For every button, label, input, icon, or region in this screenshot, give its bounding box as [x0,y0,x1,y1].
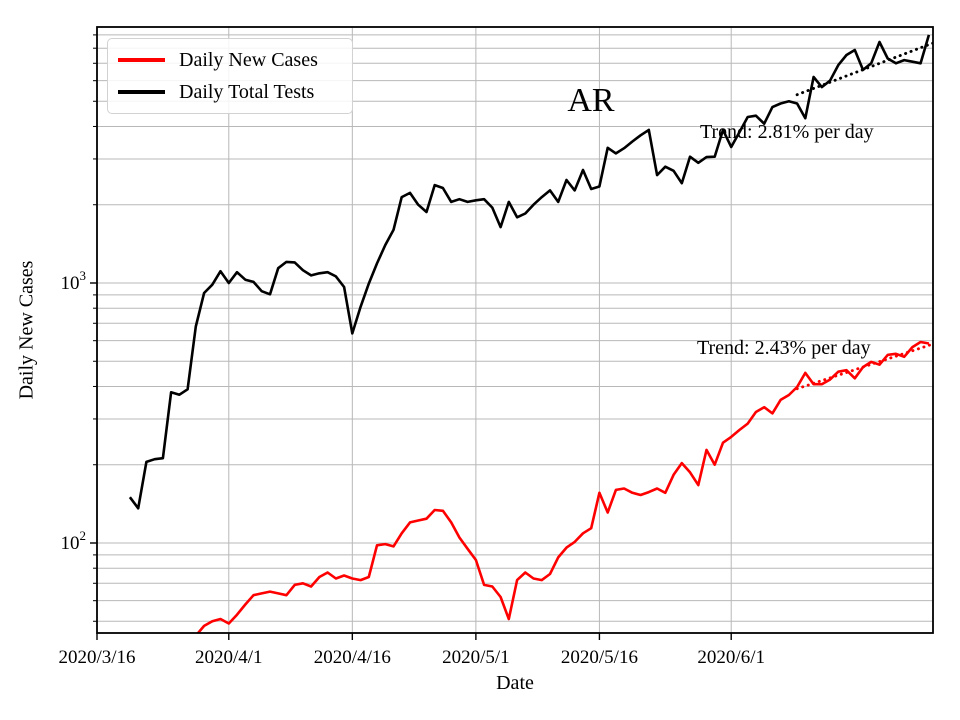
legend-label-cases: Daily New Cases [179,48,318,71]
data-series [128,34,933,633]
x-tick-label: 2020/4/16 [314,647,391,668]
y-tick-labels: 102 103 [61,268,87,554]
plot-border [96,26,934,634]
tests-line [128,34,931,510]
y-axis-label: Daily New Cases [15,260,38,400]
x-tick-label: 2020/5/1 [442,647,510,668]
chart-title: AR [567,82,615,119]
legend-item-tests: Daily Total Tests [118,80,340,104]
x-tick-label: 2020/3/16 [58,647,135,668]
legend-label-tests: Daily Total Tests [179,80,315,103]
cases-trend-annotation: Trend: 2.43% per day [697,337,871,359]
tests-trend-annotation: Trend: 2.81% per day [700,121,874,143]
x-tick-label: 2020/5/16 [561,647,638,668]
y-tick-label: 102 [61,528,87,554]
y-tick-label: 103 [61,268,87,294]
trend-dotted-line [795,342,933,391]
legend: Daily New Cases Daily Total Tests [107,38,353,114]
x-tick-labels: 2020/3/16 2020/4/1 2020/4/16 2020/5/1 2020/5… [58,647,765,668]
gridlines [96,27,933,633]
cases-line [196,340,930,633]
legend-item-cases: Daily New Cases [118,48,340,72]
x-tick-label: 2020/4/1 [195,647,263,668]
trend-dotted-line [795,41,933,97]
x-tick-label: 2020/6/1 [697,647,765,668]
tests-line-swatch [118,90,165,94]
x-axis-label: Date [496,672,534,694]
cases-line-swatch [118,58,165,62]
